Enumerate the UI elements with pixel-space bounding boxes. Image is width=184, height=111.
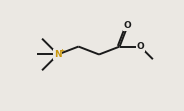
Text: N: N bbox=[54, 50, 62, 59]
Text: O: O bbox=[136, 42, 144, 51]
Text: +: + bbox=[60, 48, 65, 53]
Text: O: O bbox=[124, 22, 131, 31]
